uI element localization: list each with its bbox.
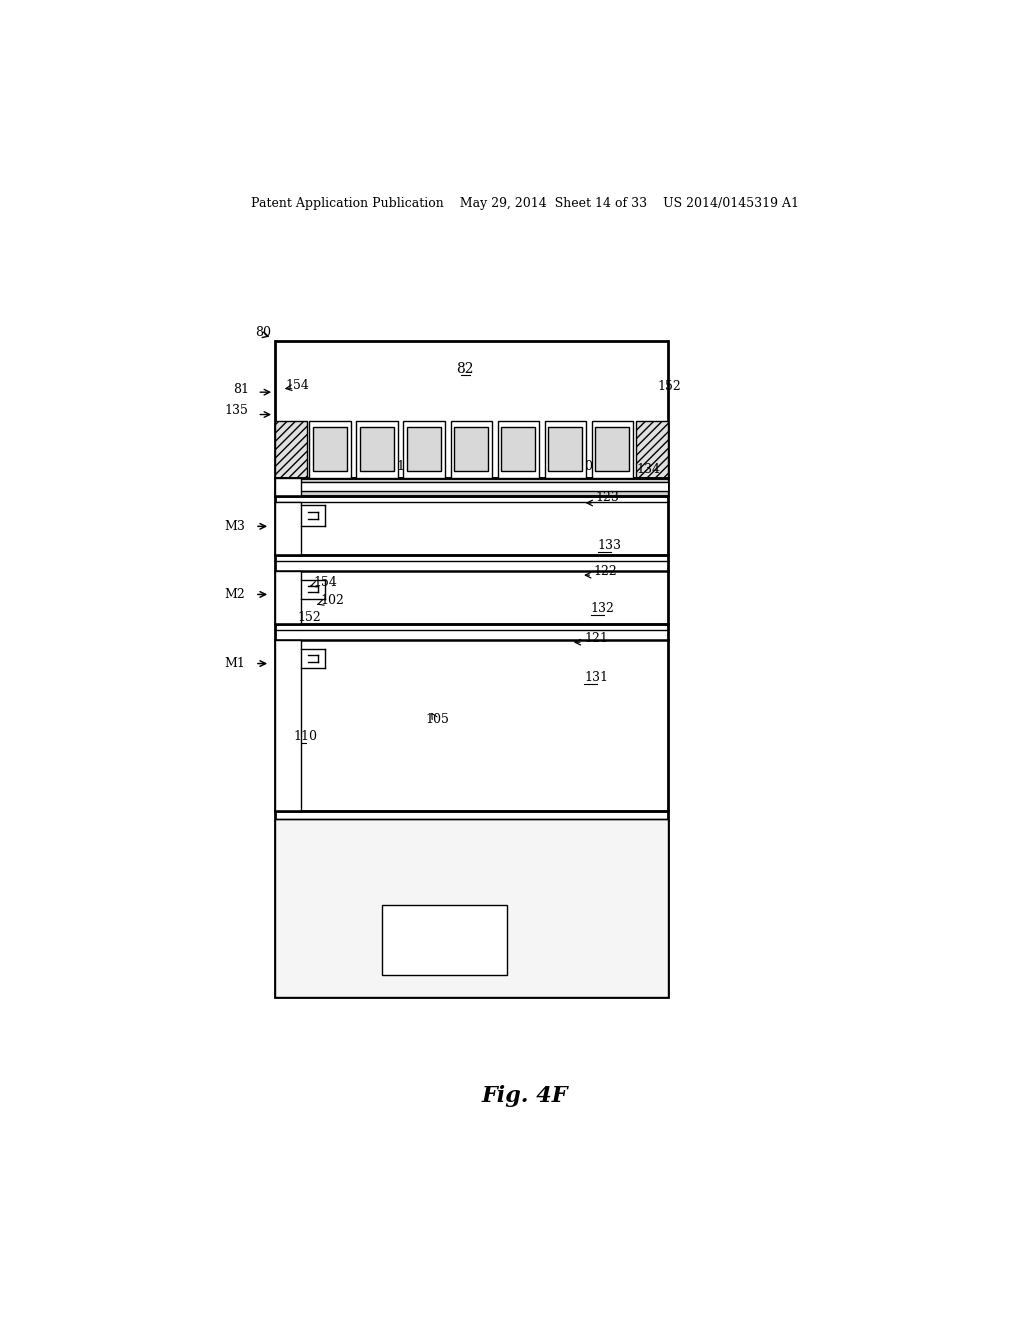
Bar [274,478,668,496]
Bar [403,421,444,478]
Text: M1: M1 [224,657,246,671]
Text: 122: 122 [594,565,617,578]
Text: 110: 110 [293,730,317,743]
Bar [301,482,668,491]
Text: 102: 102 [321,594,345,607]
Text: 121: 121 [585,632,608,644]
Bar [313,428,347,471]
Bar [455,428,488,471]
Text: 150: 150 [454,430,475,440]
Text: 131: 131 [585,672,608,684]
Bar [636,421,668,478]
Bar [498,421,539,478]
Text: 154: 154 [313,576,338,589]
Text: 124: 124 [602,459,626,473]
Text: 134: 134 [637,463,660,477]
Bar [274,818,668,997]
Bar [274,640,301,810]
Text: 81: 81 [232,383,249,396]
Text: 150: 150 [509,430,530,440]
Bar [382,906,507,974]
Text: Patent Application Publication    May 29, 2014  Sheet 14 of 33    US 2014/014531: Patent Application Publication May 29, 2… [251,197,799,210]
Text: 132: 132 [591,602,614,615]
Text: 154: 154 [285,379,309,392]
Bar [502,428,536,471]
Text: M3: M3 [224,520,246,533]
Bar [274,478,301,496]
Text: 123: 123 [595,491,620,504]
Bar [595,428,630,471]
Bar [274,502,301,554]
Text: 82: 82 [457,362,474,376]
Bar [274,572,301,624]
Text: 150: 150 [369,430,390,440]
Bar [592,421,633,478]
Text: 80: 80 [255,326,271,339]
Bar [360,428,394,471]
Bar [451,421,492,478]
Bar [274,342,668,997]
Text: M2: M2 [224,587,246,601]
Text: 160: 160 [569,459,593,473]
Text: 152: 152 [657,380,681,392]
Bar [274,421,306,478]
Text: 105: 105 [426,713,450,726]
Bar [549,428,583,471]
Bar [408,428,441,471]
Text: 152: 152 [297,611,321,624]
Text: Fig. 4F: Fig. 4F [481,1085,568,1106]
Bar [545,421,586,478]
Bar [356,421,398,478]
Text: 135: 135 [224,404,249,417]
Text: 160: 160 [396,459,420,473]
Text: 133: 133 [598,539,622,552]
Bar [309,421,351,478]
